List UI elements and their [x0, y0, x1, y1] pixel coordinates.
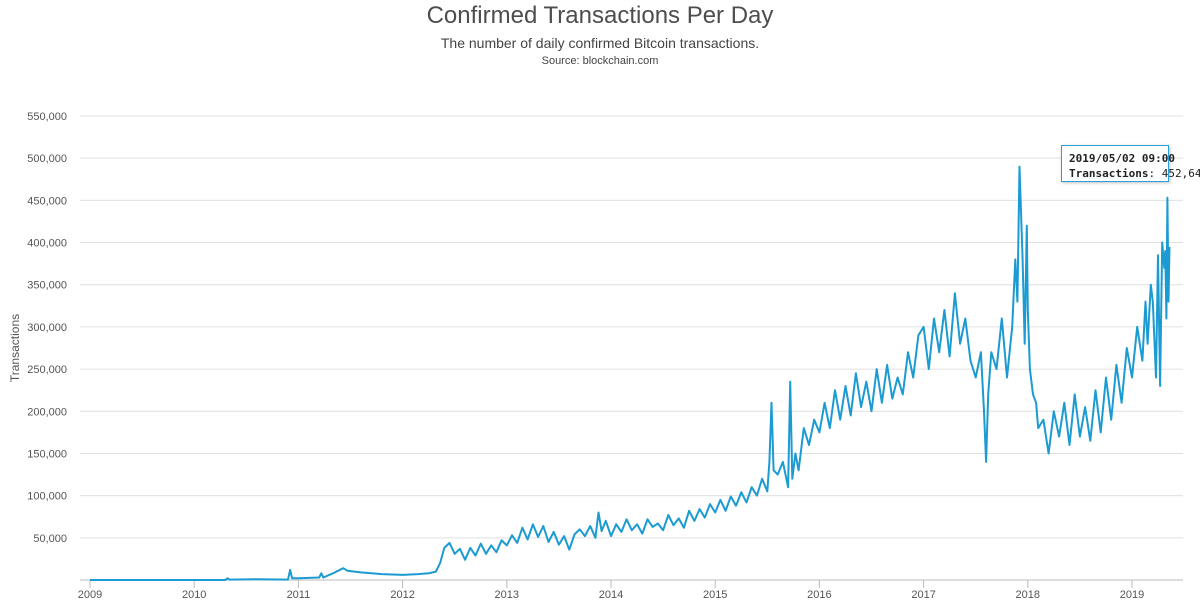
tooltip-date: 2019/05/02 09:00 [1069, 152, 1175, 165]
x-tick-label: 2017 [911, 589, 935, 601]
x-tick-label: 2014 [599, 589, 623, 601]
y-axis-title: Transactions [8, 314, 22, 382]
tooltip-value: 452,646 [1161, 167, 1200, 180]
x-axis: 2009 2010 2011 2012 2013 2014 2015 2016 2017 2018… [78, 579, 1183, 601]
y-tick-label: 250,000 [27, 364, 67, 376]
y-tick-label: 500,000 [27, 153, 67, 165]
x-tick-label: 2015 [703, 589, 727, 601]
chart-source: Source: blockchain.com [541, 55, 659, 67]
y-tick-label: 350,000 [27, 280, 67, 292]
chart-title: Confirmed Transactions Per Day [426, 2, 774, 29]
y-tick-label: 550,000 [27, 111, 67, 123]
x-tick-label: 2010 [182, 589, 206, 601]
data-tooltip: 2019/05/02 09:00 Transactions: 452,646 [1061, 145, 1200, 182]
x-tick-label: 2011 [287, 589, 311, 601]
series-line[interactable] [90, 165, 1171, 581]
y-tick-label: 200,000 [27, 406, 67, 418]
x-tick-label: 2012 [390, 589, 414, 601]
x-tick-label: 2013 [495, 589, 519, 601]
x-tick-label: 2019 [1120, 589, 1144, 601]
x-tick-label: 2018 [1016, 589, 1040, 601]
x-tick-label: 2009 [78, 589, 102, 601]
y-tick-label: 450,000 [27, 195, 67, 207]
y-tick-label: 50,000 [33, 533, 67, 545]
y-tick-label: 100,000 [27, 491, 67, 503]
gridlines [80, 115, 1183, 539]
y-axis-tick-labels: 50,000 100,000 150,000 200,000 250,000 300,00… [27, 111, 67, 545]
tooltip-series-label: Transactions [1069, 167, 1149, 180]
y-tick-label: 150,000 [27, 448, 67, 460]
y-tick-label: 400,000 [27, 238, 67, 250]
chart-subtitle: The number of daily confirmed Bitcoin tr… [440, 35, 760, 51]
series-group [90, 165, 1171, 581]
x-tick-label: 2016 [807, 589, 831, 601]
y-tick-label: 300,000 [27, 322, 67, 334]
